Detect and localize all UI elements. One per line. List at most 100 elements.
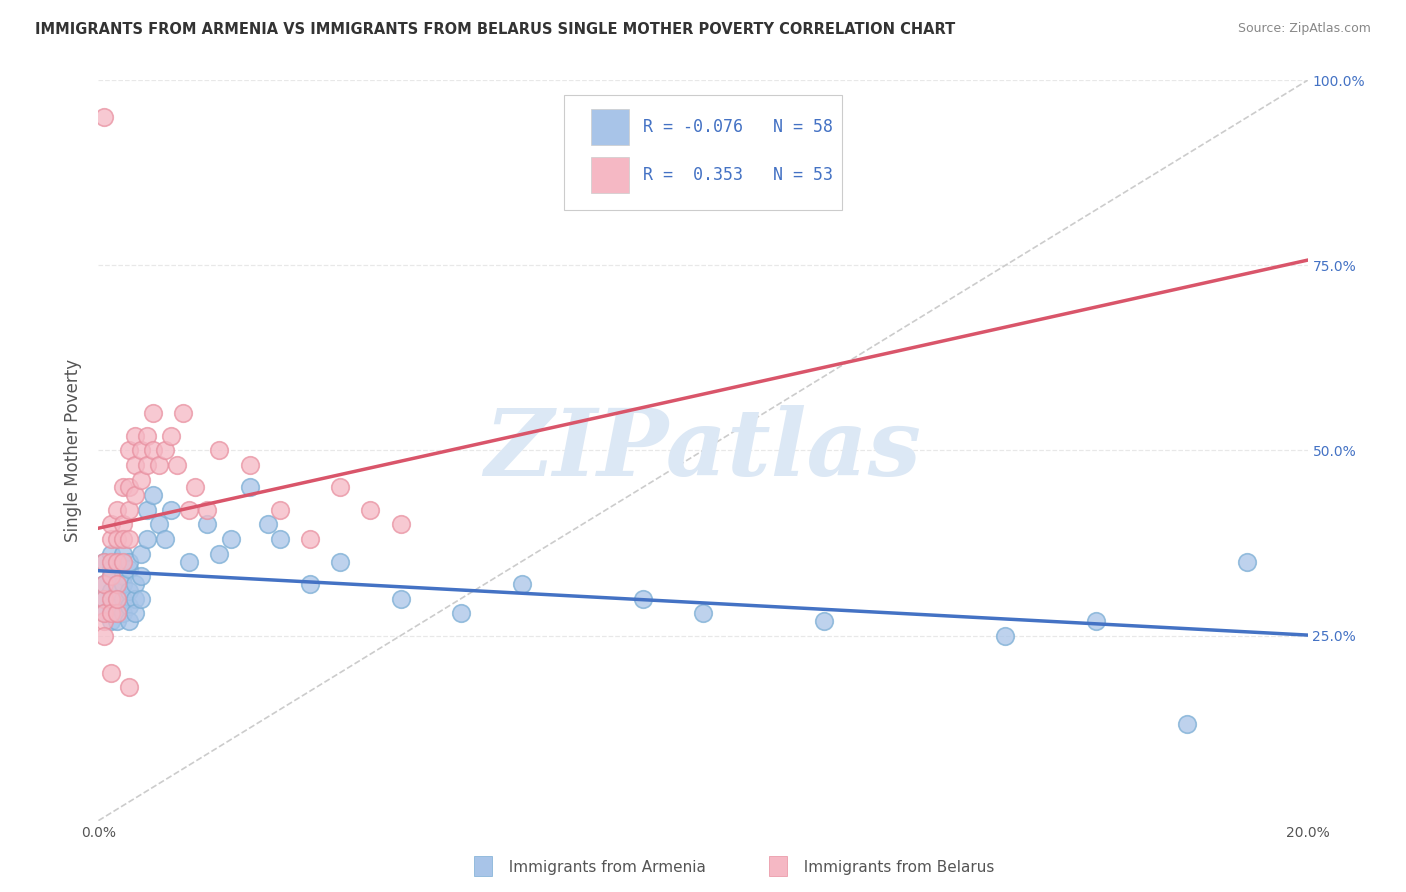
Point <box>105 555 128 569</box>
Point <box>118 599 141 613</box>
Text: R = -0.076   N = 58: R = -0.076 N = 58 <box>643 118 832 136</box>
Point <box>93 607 115 621</box>
Point <box>100 555 122 569</box>
Point <box>105 591 128 606</box>
Point <box>111 576 134 591</box>
Point <box>93 576 115 591</box>
Point <box>994 628 1017 642</box>
Point <box>510 576 533 591</box>
Point <box>100 569 122 583</box>
Point <box>93 628 115 642</box>
Point <box>256 517 278 532</box>
Point <box>93 591 115 606</box>
Point <box>631 591 654 606</box>
Point <box>105 576 128 591</box>
Point <box>118 614 141 628</box>
Point <box>142 407 165 421</box>
Point <box>208 547 231 561</box>
Point <box>195 517 218 532</box>
Point <box>100 547 122 561</box>
Point <box>389 517 412 532</box>
Point <box>93 555 115 569</box>
Point <box>329 555 352 569</box>
Point <box>118 443 141 458</box>
Point <box>129 569 152 583</box>
Point <box>1175 717 1198 731</box>
Point <box>93 591 115 606</box>
Point <box>105 614 128 628</box>
Point <box>105 502 128 516</box>
Point <box>100 591 122 606</box>
Point <box>135 458 157 473</box>
Point <box>105 591 128 606</box>
Point <box>118 480 141 494</box>
Text: Immigrants from Armenia: Immigrants from Armenia <box>499 860 706 874</box>
Point <box>105 607 128 621</box>
Point <box>299 533 322 547</box>
Point <box>692 607 714 621</box>
Point <box>239 458 262 473</box>
Point <box>239 480 262 494</box>
Point <box>105 599 128 613</box>
Point <box>269 533 291 547</box>
Point <box>148 517 170 532</box>
Point <box>100 584 122 599</box>
Point <box>111 517 134 532</box>
Point <box>100 614 122 628</box>
Point <box>111 607 134 621</box>
Point <box>166 458 188 473</box>
Point <box>148 458 170 473</box>
Point <box>111 591 134 606</box>
Point <box>100 665 122 680</box>
Point <box>100 607 122 621</box>
Point <box>93 576 115 591</box>
Point <box>160 502 183 516</box>
Point <box>111 480 134 494</box>
Point <box>93 111 115 125</box>
Bar <box>591 157 630 193</box>
Point <box>118 533 141 547</box>
Point <box>118 555 141 569</box>
Point <box>105 584 128 599</box>
Text: R =  0.353   N = 53: R = 0.353 N = 53 <box>643 166 832 184</box>
Point <box>124 428 146 442</box>
Point <box>299 576 322 591</box>
Point <box>1085 614 1108 628</box>
FancyBboxPatch shape <box>564 95 842 210</box>
Point <box>129 473 152 487</box>
Point <box>105 576 128 591</box>
Point <box>111 547 134 561</box>
Point <box>135 533 157 547</box>
Point <box>179 502 201 516</box>
Point <box>221 533 243 547</box>
Point <box>142 443 165 458</box>
Point <box>450 607 472 621</box>
Point <box>1236 555 1258 569</box>
Point <box>100 517 122 532</box>
Point <box>124 576 146 591</box>
Point <box>93 607 115 621</box>
Point <box>124 591 146 606</box>
Point <box>329 480 352 494</box>
Point <box>129 591 152 606</box>
Point <box>184 480 207 494</box>
Point <box>118 502 141 516</box>
Point <box>111 555 134 569</box>
Point <box>389 591 412 606</box>
Point <box>135 502 157 516</box>
Point <box>360 502 382 516</box>
Point <box>118 681 141 695</box>
Point <box>124 488 146 502</box>
Point <box>93 555 115 569</box>
Point <box>100 562 122 576</box>
Bar <box>591 109 630 145</box>
Point <box>100 599 122 613</box>
Point <box>111 569 134 583</box>
Point <box>124 458 146 473</box>
Point <box>129 443 152 458</box>
Point <box>118 584 141 599</box>
Text: Source: ZipAtlas.com: Source: ZipAtlas.com <box>1237 22 1371 36</box>
Point <box>172 407 194 421</box>
Point <box>135 428 157 442</box>
Point <box>179 555 201 569</box>
